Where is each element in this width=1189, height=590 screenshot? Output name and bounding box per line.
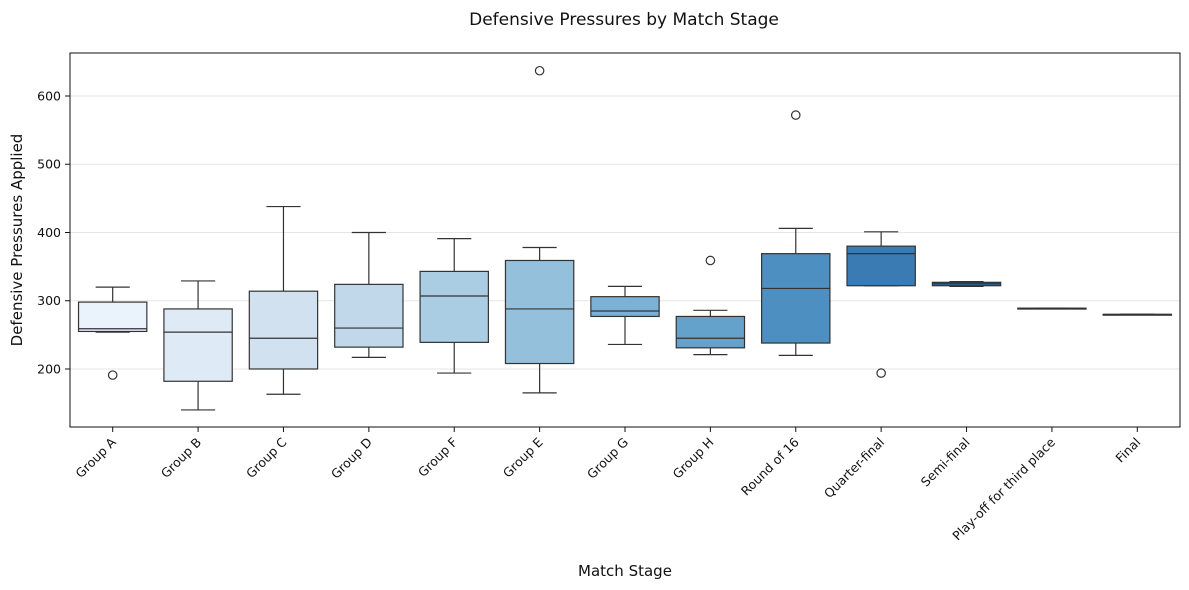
x-axis: Group A Group B Group C Group D Group F Group… (72, 427, 1143, 543)
y-axis: 200 300 400 500 600 (37, 88, 70, 376)
box (248, 290, 319, 370)
box-series (77, 65, 1173, 411)
outlier-point (790, 110, 801, 120)
outlier-point (107, 370, 118, 380)
box-group (504, 65, 575, 394)
box-group (846, 231, 916, 378)
box-group (77, 286, 148, 380)
y-tick-label: 500 (37, 157, 61, 172)
chart-title: Defensive Pressures by Match Stage (469, 10, 779, 30)
plot-frame (69, 52, 1181, 428)
box-group (248, 205, 319, 395)
box (504, 259, 575, 365)
x-tick-label: Group E (500, 434, 546, 480)
x-tick-label: Group H (670, 435, 717, 482)
outlier-point (534, 65, 545, 76)
y-tick-label: 300 (37, 293, 61, 308)
x-tick-label: Quarter-final (821, 435, 887, 501)
box (419, 270, 489, 343)
x-tick-label: Group G (584, 435, 631, 482)
x-tick-label: Group C (243, 434, 290, 481)
box-group (419, 238, 489, 374)
x-tick-label: Final (1112, 435, 1143, 466)
y-tick-label: 600 (37, 88, 61, 103)
outlier-point (705, 255, 716, 266)
box (163, 308, 233, 382)
box-group (1102, 313, 1173, 316)
box-group (1017, 307, 1087, 310)
box (675, 315, 746, 349)
x-tick-label: Group D (328, 435, 375, 482)
y-tick-label: 400 (37, 225, 61, 240)
box (334, 283, 404, 348)
x-tick-label: Group A (72, 434, 119, 481)
x-tick-label: Round of 16 (738, 434, 802, 498)
x-tick-label: Semi-final (918, 435, 973, 490)
box (590, 296, 660, 318)
x-tick-label: Group B (158, 435, 204, 481)
box-group (163, 280, 233, 411)
box-group (590, 285, 660, 346)
box-group (761, 110, 831, 356)
outlier-point (876, 368, 886, 378)
x-axis-label: Match Stage (578, 562, 672, 580)
box-group (675, 255, 746, 356)
y-tick-label: 200 (37, 361, 61, 376)
y-axis-label: Defensive Pressures Applied (8, 134, 26, 347)
x-tick-label: Group F (415, 435, 460, 480)
box-group (931, 281, 1002, 288)
box-group (334, 231, 404, 358)
box (761, 253, 831, 344)
box (846, 245, 916, 287)
box (77, 301, 148, 333)
